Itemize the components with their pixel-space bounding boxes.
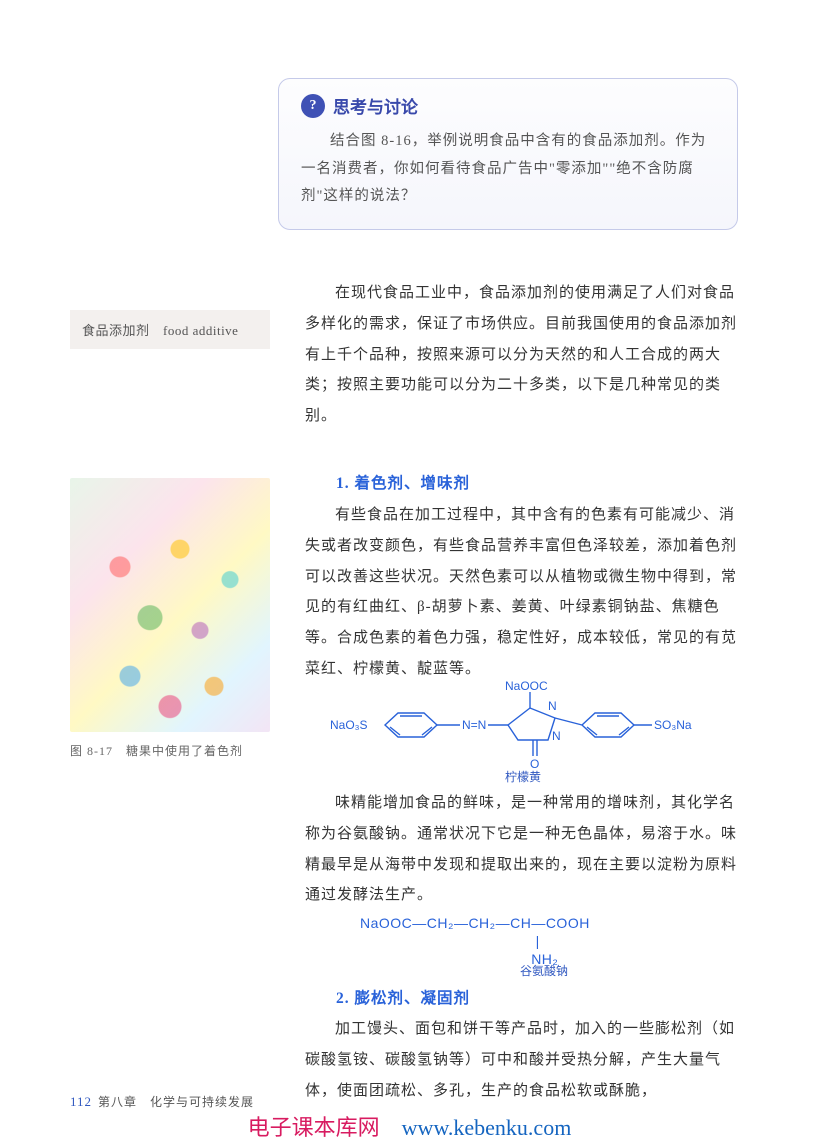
chem-group-azo: N=N bbox=[462, 718, 486, 732]
watermark-url: www.kebenku.com bbox=[380, 1115, 572, 1140]
chem-group-n2: N bbox=[552, 729, 561, 743]
figure-candy-image bbox=[70, 478, 270, 732]
chem-1-label: 柠檬黄 bbox=[505, 768, 541, 785]
section-1-body: 有些食品在加工过程中，其中含有的色素有可能减少、消失或者改变颜色，有些食品营养丰… bbox=[305, 500, 737, 685]
watermark-site-name: 电子课本库网 bbox=[248, 1115, 380, 1140]
intro-paragraph: 在现代食品工业中，食品添加剂的使用满足了人们对食品多样化的需求，保证了市场供应。… bbox=[305, 278, 737, 432]
sidebar-term: 食品添加剂 food additive bbox=[70, 310, 270, 349]
chemical-structure-tartrazine: NaO₃S N=N NaOOC N N O SO₃Na bbox=[330, 680, 730, 775]
question-icon: ? bbox=[301, 94, 325, 118]
callout-body: 结合图 8-16，举例说明食品中含有的食品添加剂。作为一名消费者，你如何看待食品… bbox=[301, 128, 715, 211]
chem-group-n: N bbox=[548, 699, 557, 713]
watermark: 电子课本库网 www.kebenku.com bbox=[0, 1110, 819, 1142]
chem2-line2: | bbox=[360, 933, 540, 949]
section-2-body: 加工馒头、面包和饼干等产品时，加入的一些膨松剂（如碳酸氢铵、碳酸氢钠等）可中和酸… bbox=[305, 1014, 737, 1106]
chem-2-label: 谷氨酸钠 bbox=[520, 962, 568, 979]
callout-title: 思考与讨论 bbox=[333, 93, 418, 118]
figure-label: 图 8-17 bbox=[70, 744, 113, 758]
callout-header: ? 思考与讨论 bbox=[301, 93, 715, 118]
figure-caption: 图 8-17 糖果中使用了着色剂 bbox=[70, 742, 243, 759]
footer: 112 第八章 化学与可持续发展 bbox=[70, 1093, 254, 1110]
chemical-structure-msg: NaOOC—CH₂—CH₂—CH—COOH | NH₂ bbox=[360, 914, 590, 969]
chem-group-naoos: NaO₃S bbox=[330, 718, 368, 732]
page-number: 112 bbox=[70, 1094, 92, 1109]
section-1-heading: 1. 着色剂、增味剂 bbox=[336, 471, 470, 493]
chem-group-so3na: SO₃Na bbox=[654, 718, 692, 732]
figure-text: 糖果中使用了着色剂 bbox=[126, 744, 243, 758]
section-1b-body: 味精能增加食品的鲜味，是一种常用的增味剂，其化学名称为谷氨酸钠。通常状况下它是一… bbox=[305, 788, 737, 911]
chapter-title: 第八章 化学与可持续发展 bbox=[98, 1095, 254, 1109]
section-2-heading: 2. 膨松剂、凝固剂 bbox=[336, 986, 470, 1008]
chem2-line1: NaOOC—CH₂—CH₂—CH—COOH bbox=[360, 915, 590, 931]
callout-box: ? 思考与讨论 结合图 8-16，举例说明食品中含有的食品添加剂。作为一名消费者… bbox=[278, 78, 738, 230]
chem-group-naooc: NaOOC bbox=[505, 680, 548, 693]
